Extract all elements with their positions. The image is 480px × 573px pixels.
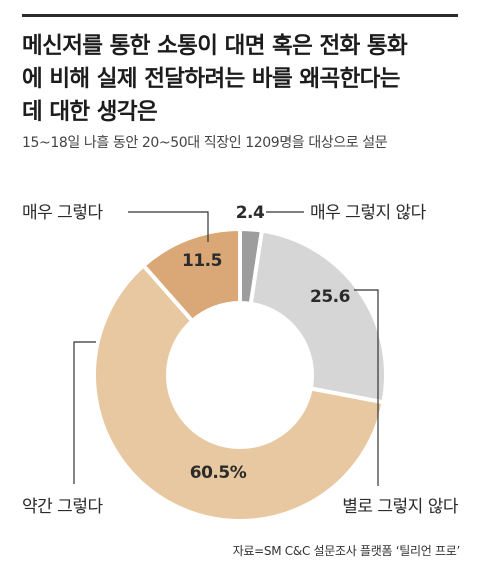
- donut-slice-2: [248, 228, 388, 405]
- data-label-2: 25.6: [310, 287, 350, 307]
- source-note: 자료=SM C&C 설문조사 플랫폼 ‘틸리언 프로’: [232, 544, 461, 558]
- data-label-4: 11.5: [182, 251, 222, 271]
- leader-line-3: [73, 341, 96, 484]
- chart-title: 메신저를 통한 소통이 대면 혹은 전화 통화 에 비해 실제 전달하려는 바를…: [22, 30, 462, 129]
- data-label-1: 2.4: [236, 203, 265, 223]
- leader-line-4: [128, 211, 209, 242]
- chart-subtitle: 15~18일 나흘 동안 20~50대 직장인 1209명을 대상으로 설문: [22, 135, 388, 151]
- leader-line-2: [354, 289, 379, 486]
- top-rule: [22, 14, 458, 17]
- title-line-3: 데 대한 생각은: [22, 99, 158, 125]
- donut-slice-4: [140, 226, 242, 324]
- donut-slice-3: [92, 262, 386, 523]
- slice-category-label-2: 별로 그렇지 않다: [342, 497, 459, 517]
- slice-category-label-3: 약간 그렇다: [22, 497, 103, 517]
- title-line-1: 메신저를 통한 소통이 대면 혹은 전화 통화: [22, 33, 408, 59]
- title-line-2: 에 비해 실제 전달하려는 바를 왜곡한다는: [22, 66, 400, 92]
- slice-category-label-1: 매우 그렇지 않다: [310, 203, 427, 223]
- data-label-3: 60.5%: [190, 463, 247, 483]
- slice-category-label-4: 매우 그렇다: [22, 203, 103, 223]
